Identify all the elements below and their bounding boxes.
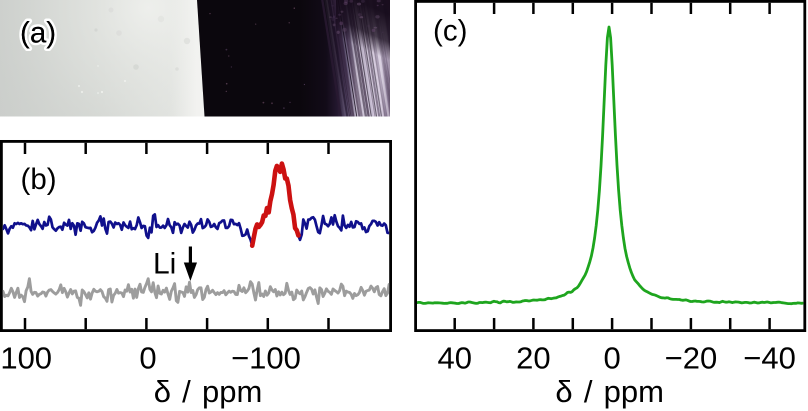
svg-text:40: 40 xyxy=(437,341,471,376)
svg-text:0: 0 xyxy=(139,341,156,376)
svg-text:Li: Li xyxy=(153,248,176,281)
svg-text:−20: −20 xyxy=(665,341,718,376)
svg-text:(a): (a) xyxy=(20,17,56,50)
svg-text:δ / ppm: δ / ppm xyxy=(154,374,263,409)
svg-text:δ / ppm: δ / ppm xyxy=(555,374,664,409)
svg-text:−100: −100 xyxy=(231,341,301,376)
svg-text:(c): (c) xyxy=(433,15,467,48)
svg-text:20: 20 xyxy=(516,341,550,376)
svg-text:(a): (a) xyxy=(20,17,56,50)
svg-text:100: 100 xyxy=(0,341,52,376)
svg-text:0: 0 xyxy=(603,341,620,376)
svg-text:−40: −40 xyxy=(743,341,796,376)
svg-text:(b): (b) xyxy=(21,163,57,196)
